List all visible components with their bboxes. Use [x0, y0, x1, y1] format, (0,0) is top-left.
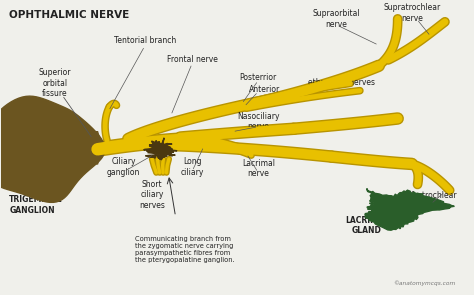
Text: Supratrochlear
nerve: Supratrochlear nerve: [383, 3, 440, 23]
Polygon shape: [0, 96, 105, 202]
Text: OPHTHALMIC NERVE: OPHTHALMIC NERVE: [9, 10, 129, 20]
Text: Nasociliary
nerve: Nasociliary nerve: [237, 112, 280, 131]
Text: Anterior: Anterior: [249, 85, 280, 94]
Text: LACRIMAL
GLAND: LACRIMAL GLAND: [345, 216, 389, 235]
Polygon shape: [144, 138, 177, 160]
Text: Lacrimal
nerve: Lacrimal nerve: [242, 159, 275, 178]
Text: Infratrochlear
nerve: Infratrochlear nerve: [404, 191, 457, 210]
Text: Tentorial branch: Tentorial branch: [114, 36, 176, 45]
Text: Communicating branch from
the zygomatic nerve carrying
parasympathetic fibres fr: Communicating branch from the zygomatic …: [136, 236, 235, 263]
Text: TRIGEMINAL
GANGLION: TRIGEMINAL GANGLION: [9, 195, 63, 215]
Text: ethmoidal nerves: ethmoidal nerves: [308, 78, 375, 87]
Text: Long
ciliary: Long ciliary: [181, 157, 204, 176]
Text: ©anatomymcqs.com: ©anatomymcqs.com: [393, 281, 455, 286]
Text: Frontal nerve: Frontal nerve: [167, 55, 218, 64]
Polygon shape: [365, 189, 454, 230]
Polygon shape: [74, 132, 102, 164]
Text: Posterrior: Posterrior: [240, 73, 277, 82]
Text: Superior
orbital
fissure: Superior orbital fissure: [39, 68, 71, 98]
Text: Ciliary
ganglion: Ciliary ganglion: [107, 157, 140, 176]
Text: Short
ciliary
nerves: Short ciliary nerves: [139, 180, 165, 209]
Text: Supraorbital
nerve: Supraorbital nerve: [312, 9, 360, 29]
